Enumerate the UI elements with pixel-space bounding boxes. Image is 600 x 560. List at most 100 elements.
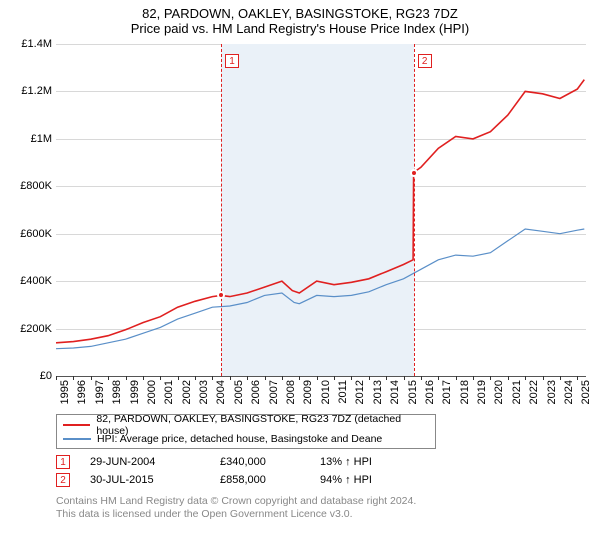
series-price_paid [56, 80, 584, 343]
sale-badge: 2 [56, 473, 70, 487]
x-tick-mark [73, 376, 74, 380]
x-tick-label: 2017 [441, 380, 453, 404]
x-tick-label: 2004 [215, 380, 227, 404]
x-tick-label: 1997 [94, 380, 106, 404]
x-tick-mark [525, 376, 526, 380]
x-tick-mark [386, 376, 387, 380]
legend-swatch [63, 438, 91, 440]
sale-hpi: 13% ↑ HPI [320, 456, 400, 468]
x-axis: 1995 1996 1997 1998 1999 2000 2001 2002 2003 2004… [56, 376, 586, 408]
x-tick-mark [577, 376, 578, 380]
x-tick-label: 1999 [129, 380, 141, 404]
x-tick-label: 2000 [146, 380, 158, 404]
x-tick-label: 2012 [354, 380, 366, 404]
marker-dot-2 [410, 169, 418, 177]
x-tick-label: 2007 [268, 380, 280, 404]
sale-badge: 1 [56, 455, 70, 469]
x-tick-mark [126, 376, 127, 380]
x-tick-mark [490, 376, 491, 380]
x-tick-label: 2005 [233, 380, 245, 404]
x-tick-mark [143, 376, 144, 380]
y-tick-label: £600K [20, 228, 52, 240]
x-tick-label: 2011 [337, 380, 349, 404]
x-tick-label: 2022 [528, 380, 540, 404]
sale-price: £858,000 [220, 474, 300, 486]
x-tick-mark [108, 376, 109, 380]
x-tick-mark [473, 376, 474, 380]
y-tick-label: £200K [20, 323, 52, 335]
x-tick-label: 2015 [407, 380, 419, 404]
x-tick-label: 2009 [302, 380, 314, 404]
x-tick-mark [230, 376, 231, 380]
marker-line-1 [221, 44, 222, 376]
x-tick-mark [212, 376, 213, 380]
sale-row: 1 29-JUN-2004 £340,000 13% ↑ HPI [56, 453, 592, 471]
x-tick-label: 2018 [459, 380, 471, 404]
marker-dot-1 [217, 291, 225, 299]
marker-line-2 [414, 44, 415, 376]
sales-table: 1 29-JUN-2004 £340,000 13% ↑ HPI 2 30-JUL-201… [56, 453, 592, 489]
sale-date: 30-JUL-2015 [90, 474, 200, 486]
x-tick-mark [456, 376, 457, 380]
sale-price: £340,000 [220, 456, 300, 468]
x-tick-mark [299, 376, 300, 380]
y-tick-label: £400K [20, 275, 52, 287]
legend-swatch [63, 424, 90, 426]
x-tick-mark [56, 376, 57, 380]
x-tick-label: 2024 [563, 380, 575, 404]
x-tick-mark [282, 376, 283, 380]
x-tick-label: 2023 [546, 380, 558, 404]
x-tick-label: 2013 [372, 380, 384, 404]
x-tick-mark [543, 376, 544, 380]
x-tick-label: 2016 [424, 380, 436, 404]
y-axis: £0£200K£400K£600K£800K£1M£1.2M£1.4M [8, 44, 54, 376]
x-tick-label: 2021 [511, 380, 523, 404]
x-tick-label: 2014 [389, 380, 401, 404]
y-tick-label: £800K [20, 180, 52, 192]
y-tick-label: £0 [40, 370, 52, 382]
sale-date: 29-JUN-2004 [90, 456, 200, 468]
y-tick-label: £1M [31, 133, 52, 145]
x-tick-label: 2025 [580, 380, 592, 404]
marker-badge-1: 1 [225, 54, 239, 68]
chart-title: 82, PARDOWN, OAKLEY, BASINGSTOKE, RG23 7… [8, 6, 592, 21]
x-tick-mark [369, 376, 370, 380]
x-tick-mark [560, 376, 561, 380]
x-tick-mark [421, 376, 422, 380]
x-tick-label: 2001 [163, 380, 175, 404]
x-tick-mark [334, 376, 335, 380]
x-tick-mark [160, 376, 161, 380]
legend-row: HPI: Average price, detached house, Basi… [63, 432, 429, 446]
x-tick-label: 1998 [111, 380, 123, 404]
legend: 82, PARDOWN, OAKLEY, BASINGSTOKE, RG23 7… [56, 414, 436, 449]
x-tick-label: 2020 [493, 380, 505, 404]
footer-line-1: Contains HM Land Registry data © Crown c… [56, 495, 592, 508]
x-tick-mark [178, 376, 179, 380]
x-tick-mark [91, 376, 92, 380]
y-tick-label: £1.4M [21, 38, 52, 50]
x-tick-label: 1995 [59, 380, 71, 404]
legend-row: 82, PARDOWN, OAKLEY, BASINGSTOKE, RG23 7… [63, 418, 429, 432]
x-tick-mark [404, 376, 405, 380]
x-tick-mark [195, 376, 196, 380]
footer-line-2: This data is licensed under the Open Gov… [56, 508, 592, 521]
legend-label: HPI: Average price, detached house, Basi… [97, 433, 382, 445]
footer: Contains HM Land Registry data © Crown c… [56, 495, 592, 521]
x-tick-mark [508, 376, 509, 380]
chart-subtitle: Price paid vs. HM Land Registry's House … [8, 21, 592, 36]
x-tick-label: 2003 [198, 380, 210, 404]
x-tick-mark [265, 376, 266, 380]
series-hpi [56, 229, 584, 349]
y-tick-label: £1.2M [21, 85, 52, 97]
x-tick-label: 2006 [250, 380, 262, 404]
x-tick-label: 2019 [476, 380, 488, 404]
x-tick-label: 2008 [285, 380, 297, 404]
plot-area: 1 2 [56, 44, 586, 376]
x-tick-label: 2002 [181, 380, 193, 404]
x-tick-label: 2010 [320, 380, 332, 404]
x-tick-mark [351, 376, 352, 380]
marker-badge-2: 2 [418, 54, 432, 68]
chart: £0£200K£400K£600K£800K£1M£1.2M£1.4M 1 2 … [8, 40, 592, 408]
sale-hpi: 94% ↑ HPI [320, 474, 400, 486]
x-tick-label: 1996 [76, 380, 88, 404]
